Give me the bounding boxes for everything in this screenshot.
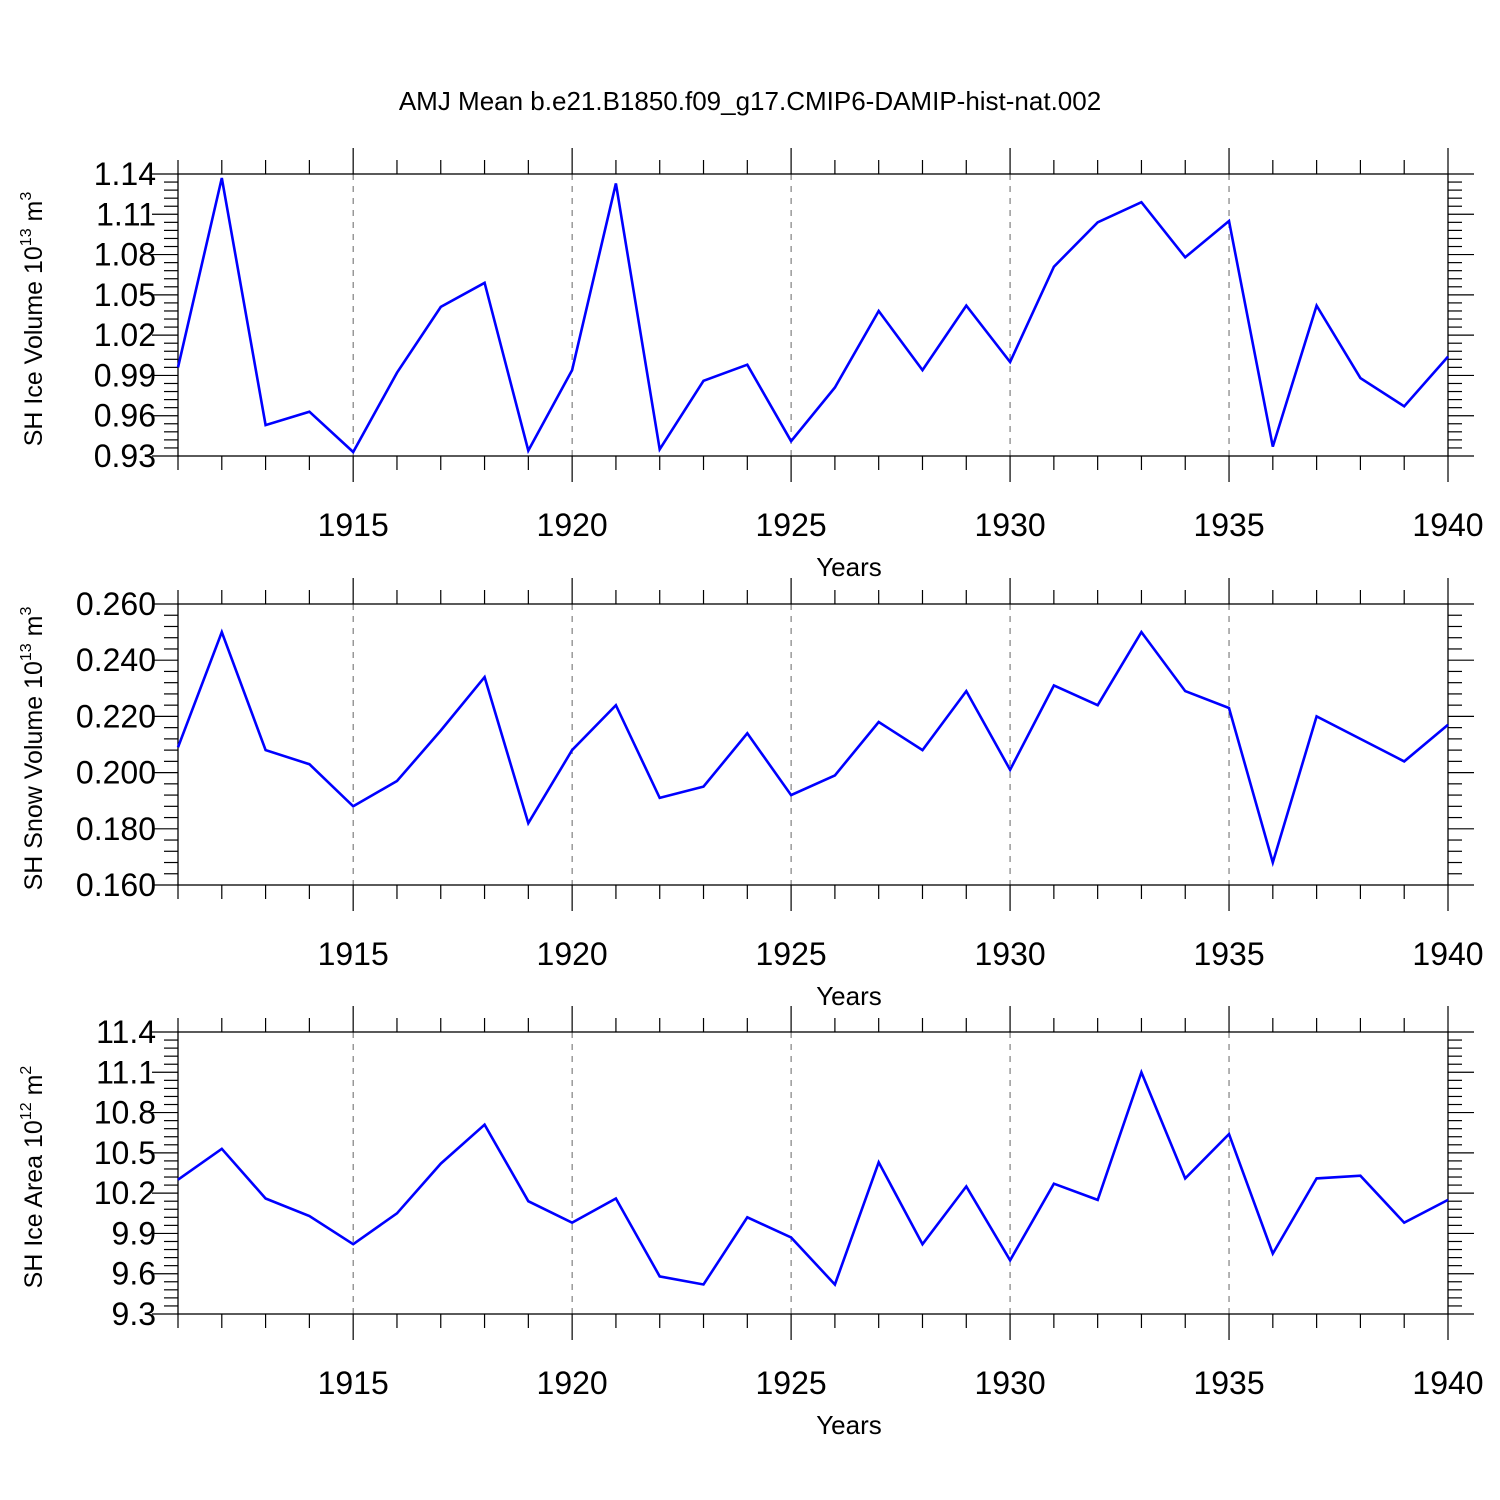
y-tick-label: 11.1 bbox=[96, 1054, 156, 1090]
x-tick-label: 1915 bbox=[318, 507, 389, 543]
y-tick-label: 10.8 bbox=[94, 1095, 156, 1131]
y-tick-label: 9.3 bbox=[112, 1296, 156, 1332]
y-tick-label: 9.9 bbox=[112, 1215, 156, 1251]
plot-frame bbox=[177, 173, 1449, 457]
panel-2: 1915 1920 1925 1930 1935 1940 Years 0.160 0.180 0… bbox=[18, 578, 1484, 1011]
panel-3: 1915 1920 1925 1930 1935 1940 Years 9.3 9.6 9.9 10… bbox=[18, 1006, 1484, 1440]
y-tick-label: 0.240 bbox=[76, 642, 156, 678]
y-tick-label: 0.200 bbox=[76, 755, 156, 791]
x-tick-label: 1935 bbox=[1193, 507, 1264, 543]
y-tick-label: 0.260 bbox=[76, 586, 156, 622]
y-tick-label: 0.96 bbox=[94, 398, 156, 434]
x-axis-label: Years bbox=[816, 981, 882, 1011]
series-line bbox=[177, 1068, 1449, 1287]
chart-title: AMJ Mean b.e21.B1850.f09_g17.CMIP6-DAMIP… bbox=[399, 86, 1101, 116]
x-tick-label: 1935 bbox=[1193, 936, 1264, 972]
y-axis-label: SH Ice Area 1012 m2 bbox=[18, 1066, 48, 1289]
y-tick-label: 9.6 bbox=[112, 1256, 156, 1292]
x-tick-label: 1930 bbox=[974, 1365, 1045, 1401]
y-tick-label: 0.160 bbox=[76, 867, 156, 903]
y-tick-label: 11.4 bbox=[96, 1014, 156, 1050]
x-tick-label: 1940 bbox=[1412, 936, 1483, 972]
x-tick-label: 1930 bbox=[974, 507, 1045, 543]
panel-1: 1915 1920 1925 1930 1935 1940 Years 0.93 0.96 0.9… bbox=[18, 148, 1484, 582]
x-tick-label: 1940 bbox=[1412, 1365, 1483, 1401]
x-tick-label: 1925 bbox=[756, 1365, 827, 1401]
series-line bbox=[176, 628, 1449, 868]
panels-group: 1915 1920 1925 1930 1935 1940 Years 0.93 0.96 0.9… bbox=[18, 148, 1484, 1440]
plot-frame bbox=[177, 603, 1449, 886]
y-tick-label: 10.2 bbox=[94, 1175, 156, 1211]
x-tick-label: 1915 bbox=[318, 1365, 389, 1401]
y-axis-label: SH Snow Volume 1013 m3 bbox=[18, 607, 48, 891]
y-tick-label: 1.05 bbox=[94, 277, 156, 313]
y-tick-label: 1.14 bbox=[94, 156, 156, 192]
y-tick-label: 0.220 bbox=[76, 698, 156, 734]
x-axis-label: Years bbox=[816, 1410, 882, 1440]
y-tick-label: 1.11 bbox=[96, 196, 156, 232]
x-tick-label: 1930 bbox=[974, 936, 1045, 972]
series-line bbox=[176, 177, 1449, 455]
y-tick-label: 1.08 bbox=[94, 237, 156, 273]
x-tick-label: 1920 bbox=[537, 507, 608, 543]
x-tick-label: 1940 bbox=[1412, 507, 1483, 543]
y-tick-label: 0.99 bbox=[94, 357, 156, 393]
y-tick-label: 1.02 bbox=[94, 317, 156, 353]
y-axis-label: SH Ice Volume 1013 m3 bbox=[18, 192, 48, 447]
y-tick-label: 0.180 bbox=[76, 811, 156, 847]
x-tick-label: 1925 bbox=[756, 507, 827, 543]
x-tick-label: 1925 bbox=[756, 936, 827, 972]
x-tick-label: 1920 bbox=[537, 936, 608, 972]
x-axis-label: Years bbox=[816, 552, 882, 582]
x-tick-label: 1935 bbox=[1193, 1365, 1264, 1401]
plot-frame bbox=[177, 1031, 1449, 1315]
x-tick-label: 1915 bbox=[318, 936, 389, 972]
x-tick-label: 1920 bbox=[537, 1365, 608, 1401]
y-tick-label: 10.5 bbox=[94, 1135, 156, 1171]
y-tick-label: 0.93 bbox=[94, 438, 156, 474]
